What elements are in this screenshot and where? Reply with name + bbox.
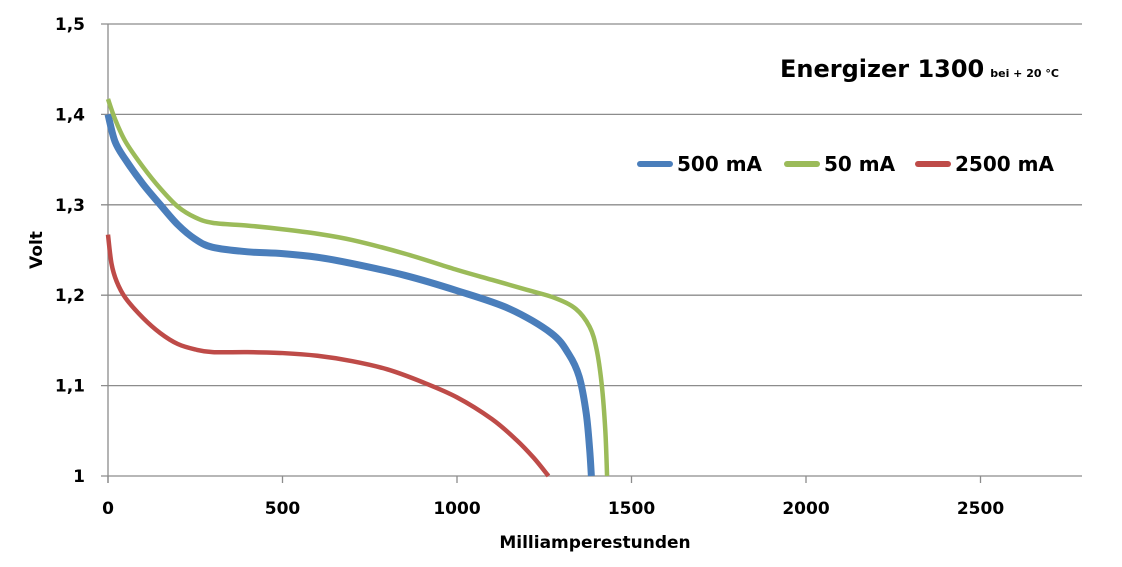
y-tick-label: 1,5 [55,15,85,35]
y-tick-labels: 1 1,1 1,2 1,3 1,4 1,5 [55,15,85,487]
y-tick-label: 1,2 [55,286,85,306]
gridlines [101,23,1082,477]
x-tick-labels: 0 500 1000 1500 2000 2500 [102,499,1004,519]
y-axis-title: Volt [27,231,47,269]
x-tick-label: 0 [102,499,114,519]
legend-label: 50 mA [824,152,896,176]
legend-label: 2500 mA [955,152,1054,176]
x-tick-label: 500 [265,499,301,519]
x-tick-label: 2000 [782,499,829,519]
y-tick-label: 1,4 [55,105,85,125]
x-tick-label: 1000 [433,499,480,519]
series-line-50-ma [105,98,610,477]
chart-subtitle: bei + 20 °C [990,67,1059,80]
chart-title-group: Energizer 1300 bei + 20 °C [780,55,1059,83]
legend: 500 mA 50 mA 2500 mA [637,152,1054,176]
legend-item-50-ma: 50 mA [784,152,896,176]
y-tick-label: 1,1 [55,377,85,397]
chart-title: Energizer 1300 bei + 20 °C [780,55,1059,83]
legend-label: 500 mA [677,152,763,176]
chart-title-main: Energizer 1300 [780,55,984,83]
y-tick-label: 1 [73,467,85,487]
series-line-500-ma [104,113,595,477]
x-tick-label: 1500 [608,499,655,519]
legend-item-500-ma: 500 mA [637,152,763,176]
series-line-2500-ma [105,234,551,478]
x-tick-label: 2500 [957,499,1004,519]
legend-item-2500-ma: 2500 mA [915,152,1054,176]
x-axis-title: Milliamperestunden [499,533,690,553]
series-lines [104,98,610,478]
y-tick-label: 1,3 [55,196,85,216]
